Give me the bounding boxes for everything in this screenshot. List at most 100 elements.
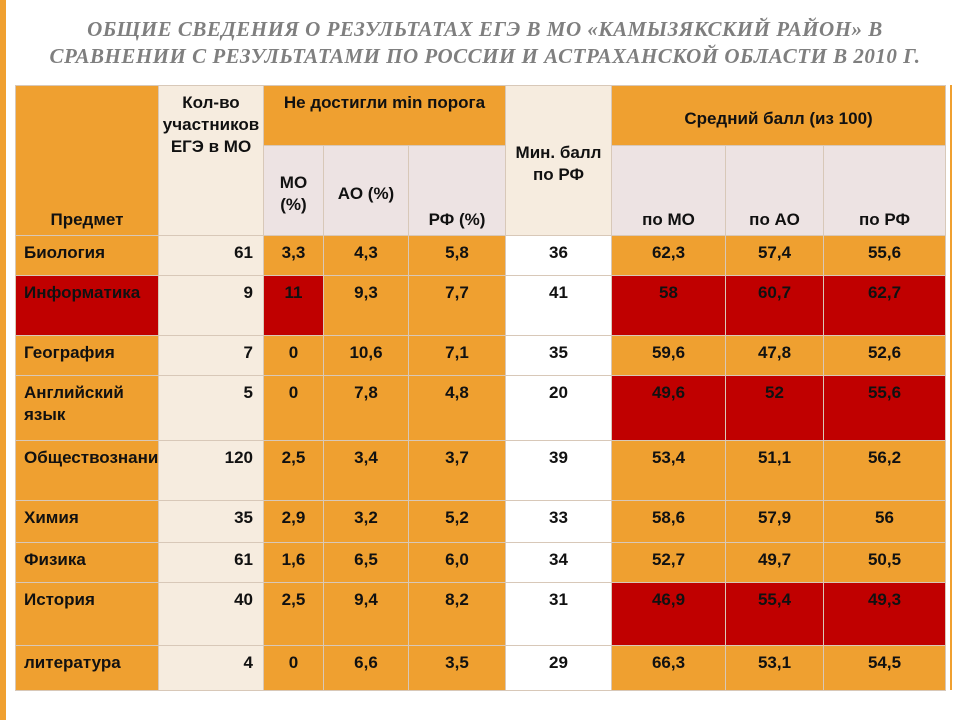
value-cell: 57,9 — [725, 500, 824, 543]
value-cell: 52,7 — [611, 542, 726, 583]
value-cell: 56,2 — [822, 440, 947, 501]
subject-cell: Биология — [15, 235, 159, 276]
value-cell: 66,3 — [611, 645, 726, 691]
value-cell: 61 — [158, 542, 264, 583]
table-row: Английский язык 5 0 7,8 4,8 20 49,6 52 55,6 — [15, 375, 947, 441]
table-row: Химия 35 2,9 3,2 5,2 33 58,6 57,9 56 — [15, 500, 947, 543]
value-cell: 5,8 — [408, 235, 506, 276]
value-cell: 0 — [263, 375, 324, 441]
value-cell: 56 — [822, 500, 947, 543]
value-cell: 53,1 — [725, 645, 824, 691]
value-cell: 6,6 — [323, 645, 409, 691]
value-cell: 47,8 — [725, 335, 824, 376]
value-cell: 0 — [263, 335, 324, 376]
table-row: Биология 61 3,3 4,3 5,8 36 62,3 57,4 55,6 — [15, 235, 947, 276]
subject-cell: Обществознание — [15, 440, 159, 501]
table-row: Обществознание 120 2,5 3,4 3,7 39 53,4 51,1 56,2 — [15, 440, 947, 501]
value-cell: 39 — [505, 440, 612, 501]
value-cell: 34 — [505, 542, 612, 583]
value-cell: 52,6 — [822, 335, 947, 376]
value-cell: 3,4 — [323, 440, 409, 501]
value-cell: 5 — [158, 375, 264, 441]
header-cell: РФ (%) — [408, 145, 506, 236]
value-cell: 120 — [158, 440, 264, 501]
value-cell: 5,2 — [408, 500, 506, 543]
value-cell: 60,7 — [725, 275, 824, 336]
value-cell: 33 — [505, 500, 612, 543]
value-cell: 62,7 — [822, 275, 947, 336]
value-cell: 31 — [505, 582, 612, 646]
value-cell: 62,3 — [611, 235, 726, 276]
value-cell: 7 — [158, 335, 264, 376]
value-cell: 41 — [505, 275, 612, 336]
subject-cell: Физика — [15, 542, 159, 583]
value-cell: 7,1 — [408, 335, 506, 376]
value-cell: 29 — [505, 645, 612, 691]
value-cell: 53,4 — [611, 440, 726, 501]
subject-cell: Химия — [15, 500, 159, 543]
value-cell: 9,4 — [323, 582, 409, 646]
value-cell: 4,3 — [323, 235, 409, 276]
value-cell: 10,6 — [323, 335, 409, 376]
value-cell: 2,5 — [263, 440, 324, 501]
table-row: Информатика 9 11 9,3 7,7 41 58 60,7 62,7 — [15, 275, 947, 336]
header-cell: по МО — [611, 145, 726, 236]
value-cell: 52 — [725, 375, 824, 441]
subject-cell: Информатика — [15, 275, 159, 336]
value-cell: 51,1 — [725, 440, 824, 501]
value-cell: 49,3 — [822, 582, 947, 646]
value-cell: 20 — [505, 375, 612, 441]
value-cell: 55,6 — [822, 375, 947, 441]
value-cell: 8,2 — [408, 582, 506, 646]
table-row: История 40 2,5 9,4 8,2 31 46,9 55,4 49,3 — [15, 582, 947, 646]
value-cell: 58,6 — [611, 500, 726, 543]
value-cell: 11 — [263, 275, 324, 336]
value-cell: 49,7 — [725, 542, 824, 583]
value-cell: 3,7 — [408, 440, 506, 501]
value-cell: 50,5 — [822, 542, 947, 583]
value-cell: 4 — [158, 645, 264, 691]
slide-title: ОБЩИЕ СВЕДЕНИЯ О РЕЗУЛЬТАТАХ ЕГЭ В МО «К… — [49, 17, 921, 68]
value-cell: 35 — [158, 500, 264, 543]
value-cell: 7,8 — [323, 375, 409, 441]
subject-cell: литература — [15, 645, 159, 691]
value-cell: 1,6 — [263, 542, 324, 583]
header-cell: Не достигли min порога — [263, 85, 506, 146]
header-cell: по РФ — [822, 145, 947, 236]
header-cell: Мин. балл по РФ — [505, 85, 612, 236]
table-row: География 7 0 10,6 7,1 35 59,6 47,8 52,6 — [15, 335, 947, 376]
value-cell: 59,6 — [611, 335, 726, 376]
value-cell: 3,2 — [323, 500, 409, 543]
header-cell: МО (%) — [263, 145, 324, 236]
value-cell: 46,9 — [611, 582, 726, 646]
value-cell: 35 — [505, 335, 612, 376]
value-cell: 58 — [611, 275, 726, 336]
value-cell: 4,8 — [408, 375, 506, 441]
value-cell: 7,7 — [408, 275, 506, 336]
value-cell: 9 — [158, 275, 264, 336]
value-cell: 49,6 — [611, 375, 726, 441]
header-cell: АО (%) — [323, 145, 409, 236]
value-cell: 3,3 — [263, 235, 324, 276]
value-cell: 55,4 — [725, 582, 824, 646]
results-table: Предмет Кол-во участников ЕГЭ в МО Не до… — [15, 85, 947, 691]
decor-stripe — [0, 0, 6, 720]
value-cell: 9,3 — [323, 275, 409, 336]
subject-cell: История — [15, 582, 159, 646]
table-row: Физика 61 1,6 6,5 6,0 34 52,7 49,7 50,5 — [15, 542, 947, 583]
value-cell: 6,5 — [323, 542, 409, 583]
subject-cell: Английский язык — [15, 375, 159, 441]
header-cell: по АО — [725, 145, 824, 236]
header-cell: Средний балл (из 100) — [610, 85, 947, 146]
value-cell: 57,4 — [725, 235, 824, 276]
table-row: литература 4 0 6,6 3,5 29 66,3 53,1 54,5 — [15, 645, 947, 691]
value-cell: 54,5 — [822, 645, 947, 691]
value-cell: 6,0 — [408, 542, 506, 583]
value-cell: 3,5 — [408, 645, 506, 691]
value-cell: 0 — [263, 645, 324, 691]
header-cell: Предмет — [15, 85, 159, 236]
value-cell: 36 — [505, 235, 612, 276]
decor-line — [950, 85, 952, 690]
subject-cell: География — [15, 335, 159, 376]
value-cell: 2,5 — [263, 582, 324, 646]
